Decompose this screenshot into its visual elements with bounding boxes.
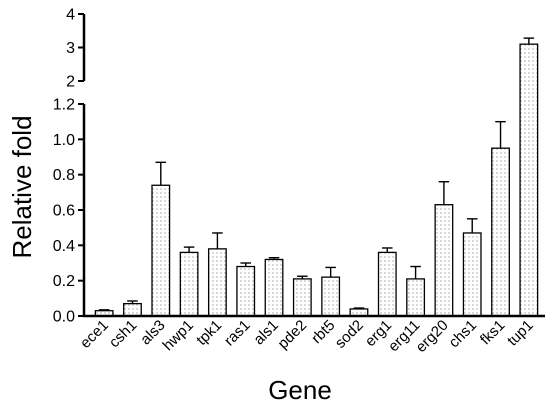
x-tick-label-chs1: chs1 bbox=[446, 317, 480, 351]
x-tick-label-tup1: tup1 bbox=[504, 317, 537, 350]
y-tick-label: 0.2 bbox=[53, 273, 75, 290]
bar-erg1 bbox=[377, 251, 397, 317]
x-tick-label-fks1: fks1 bbox=[477, 317, 508, 348]
bar-chs1 bbox=[462, 232, 482, 317]
bar-fks1 bbox=[491, 147, 510, 317]
x-tick-label-sod2: sod2 bbox=[332, 317, 367, 352]
bar-erg11 bbox=[406, 278, 426, 317]
bars bbox=[94, 37, 539, 317]
y-tick-label: 0.6 bbox=[53, 203, 75, 220]
x-tick-label-hwp1: hwp1 bbox=[160, 317, 197, 354]
y-tick-label: 0.8 bbox=[53, 167, 75, 184]
y-tick-label: 0.0 bbox=[53, 309, 75, 326]
y-tick-label: 2 bbox=[66, 74, 75, 91]
y-tick-label: 1.0 bbox=[53, 132, 75, 149]
y-axis-title: Relative fold bbox=[7, 115, 37, 258]
category-labels: ece1csh1als3hwp1tpk1ras1als1pde2rbt5sod2… bbox=[77, 317, 537, 356]
bar-pde2 bbox=[292, 278, 312, 317]
y-tick-label: 0.4 bbox=[53, 238, 75, 255]
x-tick-label-ras1: ras1 bbox=[221, 317, 254, 350]
x-tick-label-csh1: csh1 bbox=[106, 317, 140, 351]
x-axis-title: Gene bbox=[268, 375, 332, 405]
x-tick-label-erg20: erg20 bbox=[413, 317, 452, 356]
bar-als3 bbox=[151, 184, 171, 317]
x-tick-label-tpk1: tpk1 bbox=[193, 317, 225, 349]
bar-tpk1 bbox=[207, 248, 227, 317]
x-tick-label-pde2: pde2 bbox=[275, 317, 311, 353]
bar-ras1 bbox=[236, 265, 256, 317]
y-tick-label: 1.2 bbox=[53, 97, 75, 114]
y-tick-label: 3 bbox=[66, 40, 75, 57]
y-tick-label: 4 bbox=[66, 7, 75, 24]
bar-tup1 bbox=[519, 43, 539, 317]
bar-csh1 bbox=[123, 302, 142, 317]
bar-hwp1 bbox=[179, 251, 199, 317]
y-axis: 0.0 0.2 0.4 0.6 0.8 1.0 1.2 2 3 4 bbox=[53, 7, 545, 326]
bar-erg20 bbox=[434, 204, 454, 317]
bar-als1 bbox=[264, 258, 284, 317]
x-tick-label-ece1: ece1 bbox=[77, 317, 112, 352]
bar-rbt5 bbox=[321, 276, 341, 317]
